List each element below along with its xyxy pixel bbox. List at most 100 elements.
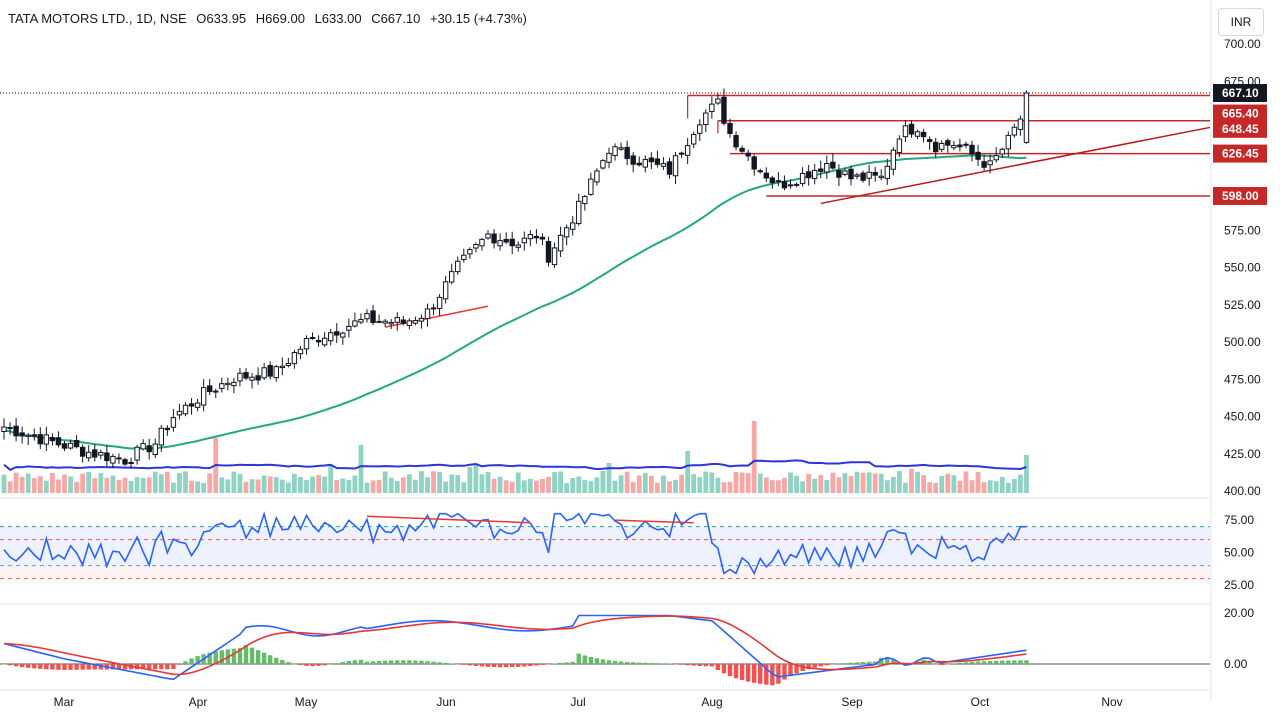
candle-body	[763, 172, 769, 179]
macd-histogram-bar	[395, 660, 400, 664]
candle-body	[733, 135, 739, 148]
volume-bar	[679, 474, 684, 493]
candle-body	[775, 180, 782, 183]
macd-histogram-bar	[830, 664, 836, 665]
macd-pane	[0, 614, 1210, 686]
macd-histogram-bar	[715, 664, 721, 671]
volume-bar	[993, 481, 999, 493]
macd-tick-label: 20.00	[1224, 606, 1254, 620]
macd-histogram-bar	[328, 664, 333, 665]
macd-histogram-bar	[50, 664, 55, 670]
candle-body	[781, 181, 788, 189]
volume-bar	[68, 476, 73, 493]
macd-histogram-bar	[340, 662, 345, 664]
macd-histogram-bar	[673, 664, 678, 665]
macd-histogram-bar	[7, 664, 13, 666]
volume-bar	[413, 479, 418, 493]
macd-histogram-bar	[981, 661, 987, 664]
candle-body	[1011, 126, 1018, 136]
macd-histogram-bar	[177, 664, 182, 665]
candle-body	[158, 427, 165, 446]
macd-histogram-bar	[74, 664, 79, 670]
candle-body	[630, 155, 636, 165]
macd-histogram-bar	[745, 664, 751, 682]
volume-bar	[80, 473, 86, 493]
candle-body	[896, 138, 903, 153]
macd-histogram-bar	[879, 657, 884, 664]
macd-histogram-bar	[860, 661, 866, 664]
candle-body	[152, 443, 158, 455]
candle-body	[309, 336, 316, 339]
month-tick-label: Oct	[971, 695, 990, 709]
candle-body	[678, 152, 685, 155]
macd-histogram-bar	[824, 664, 829, 666]
volume-bar	[909, 469, 914, 493]
volume-bar	[122, 477, 128, 493]
macd-histogram-bar	[437, 662, 442, 664]
volume-bar	[461, 482, 467, 493]
candle-body	[993, 155, 999, 161]
volume-bar	[915, 471, 920, 493]
volume-bar	[86, 471, 92, 493]
macd-histogram-bar	[582, 655, 587, 664]
symbol-title: TATA MOTORS LTD., 1D, NSE	[8, 11, 187, 26]
candle-body	[164, 427, 171, 431]
volume-bar	[921, 475, 926, 493]
volume-bar	[394, 480, 400, 493]
candle-body	[636, 162, 642, 166]
candle-body	[79, 446, 86, 457]
macd-histogram-bar	[503, 664, 509, 668]
volume-bar	[37, 476, 43, 493]
macd-histogram-bar	[425, 661, 430, 664]
macd-histogram-bar	[98, 664, 103, 670]
candle-body	[394, 317, 400, 323]
candle-body	[303, 338, 310, 350]
candle-body	[424, 308, 431, 320]
volume-bar	[128, 480, 134, 493]
candle-body	[231, 381, 237, 387]
volume-bar	[618, 475, 624, 493]
candle-body	[61, 443, 68, 449]
macd-histogram-bar	[854, 662, 860, 664]
macd-histogram-bar	[165, 664, 170, 670]
candle-body	[243, 372, 249, 379]
macd-histogram-bar	[994, 660, 999, 664]
candle-body	[600, 160, 606, 169]
macd-histogram-bar	[68, 664, 73, 670]
macd-histogram-bar	[685, 664, 690, 666]
volume-bar	[43, 480, 49, 493]
candle-body	[340, 332, 346, 338]
volume-bar	[800, 481, 805, 493]
candle-body	[878, 175, 884, 179]
currency-button[interactable]: INR	[1218, 8, 1264, 36]
candle-body	[455, 260, 461, 273]
macd-histogram-bar	[788, 664, 793, 677]
volume-bar	[715, 477, 721, 493]
macd-histogram-bar	[812, 664, 817, 668]
volume-ma-line	[3, 459, 1027, 471]
macd-histogram-bar	[243, 645, 249, 664]
candle-body	[509, 238, 515, 247]
macd-histogram-bar	[564, 662, 569, 664]
level-tag-label: 598.00	[1222, 189, 1259, 203]
candle-body	[436, 296, 443, 309]
macd-histogram-bar	[1024, 660, 1029, 664]
candle-body	[793, 183, 800, 186]
candle-body	[799, 172, 806, 185]
candle-body	[55, 437, 62, 446]
rsi-line	[3, 511, 1027, 576]
candle-body	[926, 139, 933, 142]
close-value: C667.10	[371, 11, 421, 26]
macd-histogram-bar	[727, 664, 733, 677]
level-tag	[1213, 144, 1267, 163]
volume-bar	[370, 480, 376, 493]
volume-bar	[322, 476, 328, 493]
macd-histogram-bar	[19, 664, 25, 668]
candle-body	[830, 161, 836, 169]
candle-body	[491, 233, 497, 244]
volume-bar	[219, 477, 225, 493]
macd-histogram-bar	[570, 661, 575, 664]
macd-histogram-bar	[957, 662, 963, 664]
candle-body	[134, 446, 140, 461]
